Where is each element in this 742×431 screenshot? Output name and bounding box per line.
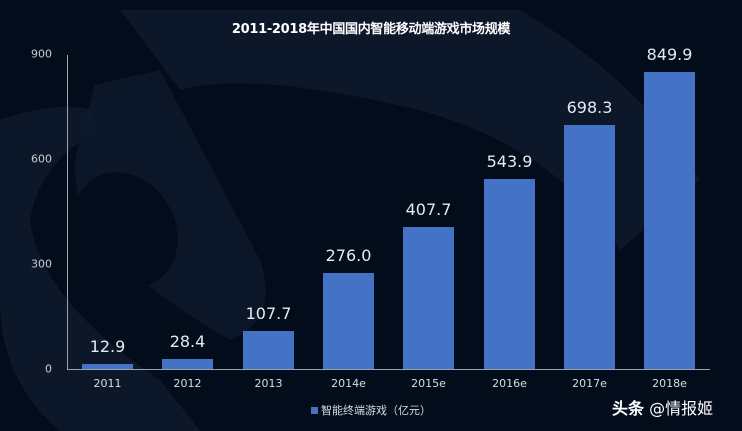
legend-label: 智能终端游戏（亿元） xyxy=(321,404,431,417)
watermark-account: @情报姬 xyxy=(649,399,714,418)
bar-value-label: 107.7 xyxy=(245,304,292,323)
x-tick-label: 2015e xyxy=(411,377,446,390)
bar-value-label: 28.4 xyxy=(169,332,206,351)
x-tick-label: 2016e xyxy=(492,377,527,390)
watermark-platform: 头条 xyxy=(612,399,645,418)
watermark: 头条 @情报姬 xyxy=(612,395,713,419)
x-tick-label: 2017e xyxy=(572,377,607,390)
legend-swatch-icon xyxy=(311,406,318,414)
y-tick-900: 900 xyxy=(31,47,52,61)
bar-value-label: 543.9 xyxy=(486,152,533,171)
bar-2012 xyxy=(162,359,213,369)
bar-value-label: 276.0 xyxy=(325,246,372,265)
y-tick-600: 600 xyxy=(31,152,52,166)
x-tick-label: 2012 xyxy=(173,377,202,390)
x-tick-label: 2013 xyxy=(254,377,283,390)
bar-2017e xyxy=(564,125,615,369)
x-tick-label: 2018e xyxy=(652,377,687,390)
bar-2011 xyxy=(82,364,133,369)
y-axis xyxy=(67,55,68,369)
bar-2013 xyxy=(243,331,294,369)
bar-2014e xyxy=(323,273,374,369)
bar-value-label: 849.9 xyxy=(646,45,693,64)
bar-value-label: 12.9 xyxy=(89,337,126,356)
bar-value-label: 407.7 xyxy=(405,200,452,219)
x-axis xyxy=(67,369,710,370)
bar-2018e xyxy=(644,72,695,369)
legend: 智能终端游戏（亿元） xyxy=(311,402,431,418)
x-tick-label: 2014e xyxy=(331,377,366,390)
bar-2015e xyxy=(403,227,454,369)
bar-value-label: 698.3 xyxy=(566,98,613,117)
x-tick-label: 2011 xyxy=(93,377,122,390)
bar-2016e xyxy=(484,179,535,369)
chart-title: 2011-2018年中国国内智能移动端游戏市场规模 xyxy=(231,22,511,37)
y-tick-0: 0 xyxy=(45,362,52,376)
y-tick-300: 300 xyxy=(31,257,52,271)
